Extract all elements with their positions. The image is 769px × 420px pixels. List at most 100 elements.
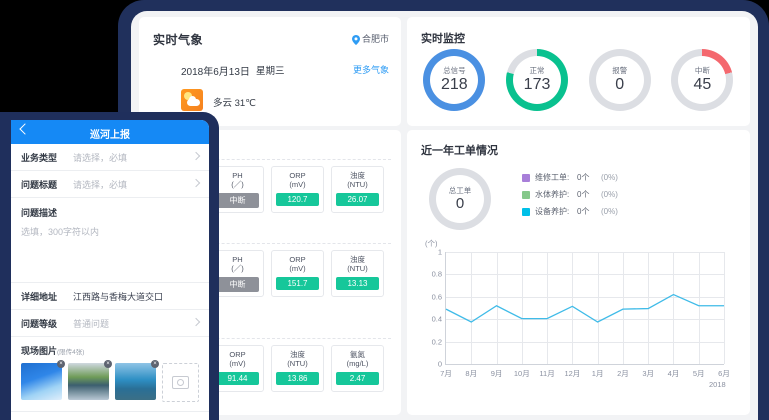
remove-photo-icon[interactable]: × — [104, 360, 112, 368]
mobile-fields-group-1: 业务类型 请选择，必填 问题标题 请选择，必填 — [11, 144, 209, 198]
metric-value: 91.44 — [216, 371, 259, 385]
legend-name: 维修工单: — [535, 173, 570, 182]
monitor-ring-1[interactable]: 正常 173 — [496, 49, 579, 111]
metric-value: 120.7 — [276, 192, 319, 206]
metric-value: 13.86 — [276, 371, 319, 385]
metric-card-2[interactable]: 浊度 (NTU) 13.86 — [271, 345, 324, 392]
problem-description-placeholder: 选填，300字符以内 — [21, 227, 100, 237]
field-label: 详细地址 — [21, 291, 58, 302]
chart-vgridline — [622, 252, 624, 364]
metric-unit: (NTU) — [287, 359, 308, 369]
chevron-right-icon — [191, 317, 201, 327]
metric-card-1[interactable]: ORP (mV) 91.44 — [211, 345, 264, 392]
chart-x-tick: 7月 — [440, 369, 452, 378]
chart-vgridline — [673, 252, 675, 364]
legend-swatch-icon — [522, 207, 530, 216]
mobile-field-自定义字段1[interactable]: 自定义字段1必填，限50字符以内 — [11, 412, 209, 420]
map-pin-icon — [351, 34, 360, 45]
chart-vgridline — [698, 252, 700, 364]
remove-photo-icon[interactable]: × — [57, 360, 65, 368]
ring-donut: 正常 173 — [506, 49, 569, 111]
metric-name: 浊度 — [290, 350, 305, 359]
chart-vgridline — [547, 252, 549, 364]
site-photos-label: 现场图片(限传4张) — [21, 344, 199, 357]
chart-year-label: 2018 — [709, 380, 726, 389]
chart-x-tick: 3月 — [642, 369, 655, 378]
mobile-header: 巡河上报 — [11, 120, 209, 144]
metric-name: 浊度 — [350, 255, 365, 264]
chart-x-tick: 5月 — [692, 369, 705, 378]
legend-item-1[interactable]: 水体养护: 0个 (0%) — [522, 189, 618, 200]
ring-label: 正常 — [529, 66, 545, 76]
metric-unit: (mg/L) — [346, 359, 369, 369]
metric-card-2[interactable]: ORP (mV) 120.7 — [271, 166, 324, 213]
metric-unit: (NTU) — [347, 180, 368, 190]
dashboard-screen: 实时气象 合肥市 2018年6月13日 星期三 更多气象 多云 31℃ 实时监控… — [131, 11, 758, 420]
metric-name: PH — [232, 171, 243, 180]
chart-y-tick: 0 — [437, 359, 442, 369]
site-photos-title: 现场图片 — [21, 346, 58, 356]
site-photo-thumb-2[interactable]: × — [115, 360, 159, 400]
metric-name: ORP — [229, 350, 246, 359]
site-photo-thumb-0[interactable]: × — [21, 360, 65, 400]
realtime-weather-card: 实时气象 合肥市 2018年6月13日 星期三 更多气象 多云 31℃ — [139, 17, 401, 126]
ring-value: 173 — [523, 75, 551, 93]
monitor-ring-0[interactable]: 总信号 218 — [413, 49, 496, 111]
legend-percent: (0%) — [601, 173, 618, 182]
realtime-monitor-card: 实时监控 总信号 218 正常 173 报警 0 中断 45 — [407, 17, 750, 126]
mobile-field-详细地址[interactable]: 详细地址 江西路与香梅大道交口 — [11, 283, 209, 310]
field-value: 请选择，必填 — [73, 152, 128, 163]
chevron-right-icon — [191, 151, 201, 161]
ring-donut: 报警 0 — [588, 49, 651, 111]
chart-vgridline — [496, 252, 498, 364]
total-workorder-label: 总工单 — [448, 185, 472, 195]
legend-item-0[interactable]: 维修工单: 0个 (0%) — [522, 172, 618, 183]
metric-card-3[interactable]: 浊度 (NTU) 26.07 — [331, 166, 384, 213]
mobile-field-业务类型[interactable]: 业务类型 请选择，必填 — [11, 144, 209, 171]
legend-percent: (0%) — [601, 207, 618, 216]
mobile-fields-group-2: 详细地址 江西路与香梅大道交口问题等级 普通问题 — [11, 283, 209, 337]
field-value: 普通问题 — [73, 318, 110, 329]
chart-gridline — [446, 341, 724, 343]
metric-card-1[interactable]: PH (／) 中断 — [211, 166, 264, 213]
chart-y-tick: 0.4 — [431, 314, 442, 324]
problem-description-label: 问题描述 — [21, 208, 58, 218]
monitor-ring-2[interactable]: 报警 0 — [578, 49, 661, 111]
field-label: 业务类型 — [21, 152, 58, 163]
total-workorder-value: 0 — [455, 195, 465, 213]
total-workorder-ring: 总工单 0 — [429, 168, 491, 230]
chart-unit-label: (个) — [425, 239, 438, 248]
mobile-field-问题标题[interactable]: 问题标题 请选择，必填 — [11, 171, 209, 198]
legend-item-2[interactable]: 设备养护: 0个 (0%) — [522, 206, 618, 217]
metric-value: 151.7 — [276, 276, 319, 290]
site-photos-hint: (限传4张) — [57, 349, 85, 356]
problem-description-block[interactable]: 问题描述 选填，300字符以内 — [11, 198, 209, 283]
chart-gridline — [446, 274, 724, 276]
metric-card-3[interactable]: 浊度 (NTU) 13.13 — [331, 250, 384, 297]
metric-card-3[interactable]: 氨氮 (mg/L) 2.47 — [331, 345, 384, 392]
mobile-fields-group-3: 自定义字段1必填，限50字符以内自定义字段2选填，限50字符以内 — [11, 412, 209, 420]
metric-card-2[interactable]: ORP (mV) 151.7 — [271, 250, 324, 297]
legend-count: 0个 — [577, 173, 590, 182]
metric-name: ORP — [289, 255, 306, 264]
chart-vgridline — [521, 252, 523, 364]
field-value: 江西路与香梅大道交口 — [73, 291, 164, 302]
site-photo-thumb-1[interactable]: × — [68, 360, 112, 400]
workorder-line-chart: (个) 0 0.2 0.4 0.6 0.8 1 7月 8月 9月 10月 11月 12月 1月 2月 3月 4… — [417, 238, 740, 406]
remove-photo-icon[interactable]: × — [151, 360, 159, 368]
monitor-ring-3[interactable]: 中断 45 — [661, 49, 744, 111]
site-photos-block: 现场图片(限传4张) × × × — [11, 337, 209, 412]
metric-card-1[interactable]: PH (／) 中断 — [211, 250, 264, 297]
field-label: 问题标题 — [21, 179, 58, 190]
chart-x-tick: 12月 — [564, 369, 581, 378]
metric-unit: (NTU) — [347, 264, 368, 274]
metric-unit: (／) — [231, 264, 244, 274]
chart-y-tick: 1 — [437, 247, 442, 257]
mobile-field-问题等级[interactable]: 问题等级 普通问题 — [11, 310, 209, 337]
more-weather-link[interactable]: 更多气象 — [352, 65, 389, 75]
add-photo-button[interactable] — [162, 363, 199, 402]
ring-value: 218 — [440, 75, 468, 93]
metric-unit: (mV) — [289, 180, 306, 190]
workorder-card-title: 近一年工单情况 — [421, 145, 498, 157]
chart-x-tick: 6月 — [718, 369, 730, 378]
